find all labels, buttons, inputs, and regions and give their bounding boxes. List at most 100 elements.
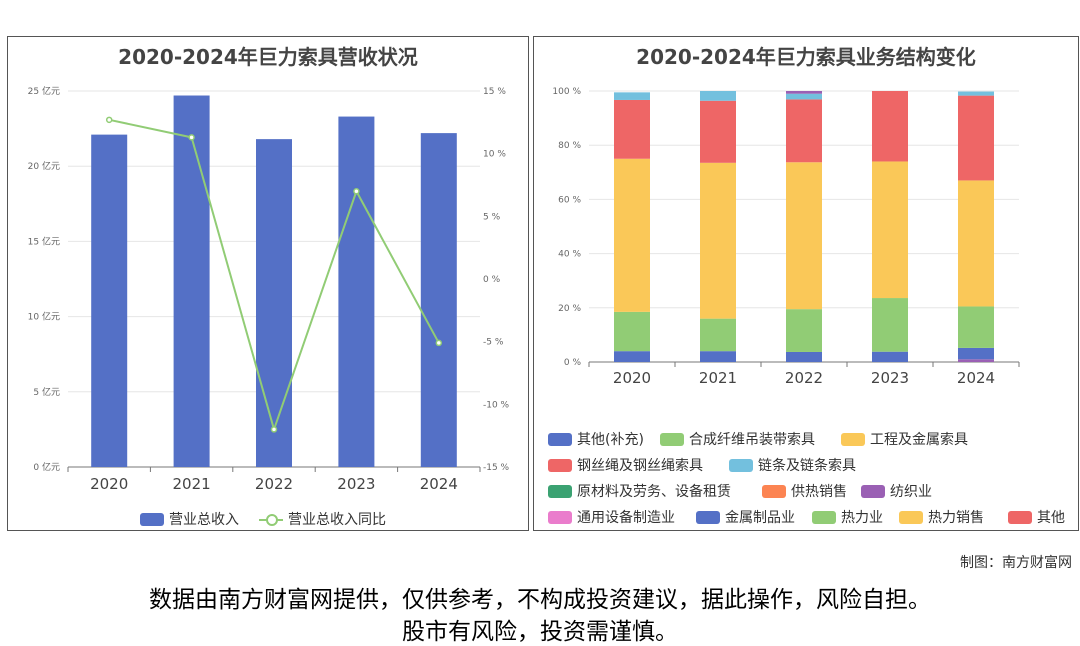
legend-item[interactable]: 热力业 <box>812 507 883 527</box>
y-tick-label: 80 % <box>558 141 581 151</box>
chart-title: 2020-2024年巨力索具业务结构变化 <box>636 45 976 69</box>
legend-label: 纺织业 <box>890 484 932 500</box>
stacked-segment <box>614 99 650 159</box>
revenue-bar <box>338 116 375 468</box>
yoy-point <box>270 426 278 433</box>
legend-swatch <box>660 432 684 446</box>
legend-item[interactable]: 纺织业 <box>861 481 932 501</box>
stacked-segment <box>614 311 650 352</box>
x-tick-label: 2020 <box>90 475 128 493</box>
legend-item[interactable]: 钢丝绳及钢丝绳索具 <box>548 455 703 475</box>
legend-swatch <box>696 510 720 524</box>
stacked-segment <box>786 309 822 352</box>
legend-item[interactable]: 金属制品业 <box>696 507 795 527</box>
x-tick-label: 2022 <box>785 369 823 387</box>
yoy-point <box>105 116 113 124</box>
legend-item[interactable]: 链条及链条索具 <box>729 455 856 475</box>
legend-label: 热力业 <box>841 510 883 526</box>
legend-label: 其他 <box>1037 510 1065 526</box>
revenue-bar <box>91 134 128 467</box>
legend-item[interactable]: 供热销售 <box>762 481 847 501</box>
y-tick-label: 100 % <box>552 87 581 97</box>
stacked-segment <box>700 162 736 319</box>
credit-text: 制图：南方财富网 <box>960 555 1072 571</box>
x-tick-label: 2023 <box>871 369 909 387</box>
stacked-segment <box>958 91 994 96</box>
legend-swatch <box>762 484 786 498</box>
structure-legend: 其他(补充) 合成纤维吊装带索具 工程及金属索具钢丝绳及钢丝绳索具 链条及链条索具原材… <box>534 425 1080 530</box>
legend-label: 供热销售 <box>791 484 847 500</box>
y-right-tick-label: -10 % <box>483 400 510 410</box>
stacked-segment <box>700 351 736 362</box>
legend-label: 其他(补充) <box>577 432 644 448</box>
structure-chart-panel: 2020-2024年巨力索具业务结构变化 0 % 20 % 40 % 60 % 80 %… <box>533 36 1079 531</box>
legend-swatch <box>140 512 164 526</box>
disclaimer-line-1: 数据由南方财富网提供，仅供参考，不构成投资建议，据此操作，风险自担。 <box>149 587 931 613</box>
legend-item[interactable]: 其他 <box>1008 507 1065 527</box>
legend-label: 钢丝绳及钢丝绳索具 <box>577 458 703 474</box>
legend-item-revenue[interactable]: 营业总收入 <box>140 509 239 529</box>
y-right-tick-label: 5 % <box>483 212 501 222</box>
yoy-point <box>353 188 360 195</box>
y-tick-label: 0 % <box>564 358 582 368</box>
y-left-tick-label: 5 亿元 <box>33 386 60 398</box>
x-tick-label: 2021 <box>699 369 737 387</box>
stacked-segment <box>700 100 736 163</box>
revenue-legend: 营业总收入 营业总收入同比 <box>8 507 530 529</box>
yoy-point <box>188 134 195 141</box>
y-tick-label: 20 % <box>558 304 581 314</box>
stacked-segment <box>700 318 736 352</box>
legend-item[interactable]: 合成纤维吊装带索具 <box>660 429 815 449</box>
stacked-segment <box>786 99 822 163</box>
x-tick-label: 2023 <box>337 475 375 493</box>
stacked-segment <box>872 351 908 362</box>
legend-swatch <box>729 458 753 472</box>
stacked-segment <box>786 162 822 310</box>
legend-item[interactable]: 其他(补充) <box>548 429 644 449</box>
y-right-tick-label: 0 % <box>483 275 501 285</box>
legend-swatch <box>548 458 572 472</box>
legend-line-icon <box>259 513 283 526</box>
y-right-tick-label: 10 % <box>483 150 506 160</box>
stacked-segment <box>958 347 994 360</box>
legend-label: 合成纤维吊装带索具 <box>689 432 815 448</box>
x-tick-label: 2021 <box>173 475 211 493</box>
legend-label: 金属制品业 <box>725 510 795 526</box>
y-tick-label: 60 % <box>558 195 581 205</box>
stacked-segment <box>958 359 994 362</box>
structure-chart-svg: 0 % 20 % 40 % 60 % 80 % 100 % 2020 2021 2022 2023… <box>552 87 1020 387</box>
stacked-segment <box>614 92 650 100</box>
legend-swatch <box>899 510 923 524</box>
revenue-bar <box>173 95 210 468</box>
x-tick-label: 2020 <box>613 369 651 387</box>
y-left-tick-label: 15 亿元 <box>28 235 60 247</box>
y-right-tick-label: -5 % <box>483 338 504 348</box>
legend-label: 营业总收入 <box>169 512 239 528</box>
y-right-tick-label: 15 % <box>483 87 506 97</box>
legend-item-yoy[interactable]: 营业总收入同比 <box>259 509 386 529</box>
legend-swatch <box>1008 510 1032 524</box>
legend-swatch <box>548 432 572 446</box>
x-tick-label: 2024 <box>420 475 458 493</box>
stacked-segment <box>786 351 822 362</box>
legend-label: 链条及链条索具 <box>758 458 856 474</box>
stacked-segment <box>958 306 994 348</box>
stacked-segment <box>700 91 736 101</box>
legend-swatch <box>548 510 572 524</box>
legend-swatch <box>812 510 836 524</box>
legend-item[interactable]: 工程及金属索具 <box>841 429 968 449</box>
stacked-segment <box>872 91 908 162</box>
stacked-segment <box>958 95 994 181</box>
y-tick-label: 40 % <box>558 250 581 260</box>
y-left-tick-label: 0 亿元 <box>33 461 60 473</box>
yoy-point <box>435 339 443 347</box>
legend-item[interactable]: 原材料及劳务、设备租赁 <box>548 481 731 501</box>
legend-item[interactable]: 通用设备制造业 <box>548 507 675 527</box>
x-tick-label: 2022 <box>255 475 293 493</box>
legend-item[interactable]: 热力销售 <box>899 507 984 527</box>
legend-label: 热力销售 <box>928 510 984 526</box>
legend-label: 原材料及劳务、设备租赁 <box>577 484 731 500</box>
revenue-bar <box>256 139 292 467</box>
chart-title: 2020-2024年巨力索具营收状况 <box>118 45 418 69</box>
x-tick-label: 2024 <box>957 369 995 387</box>
